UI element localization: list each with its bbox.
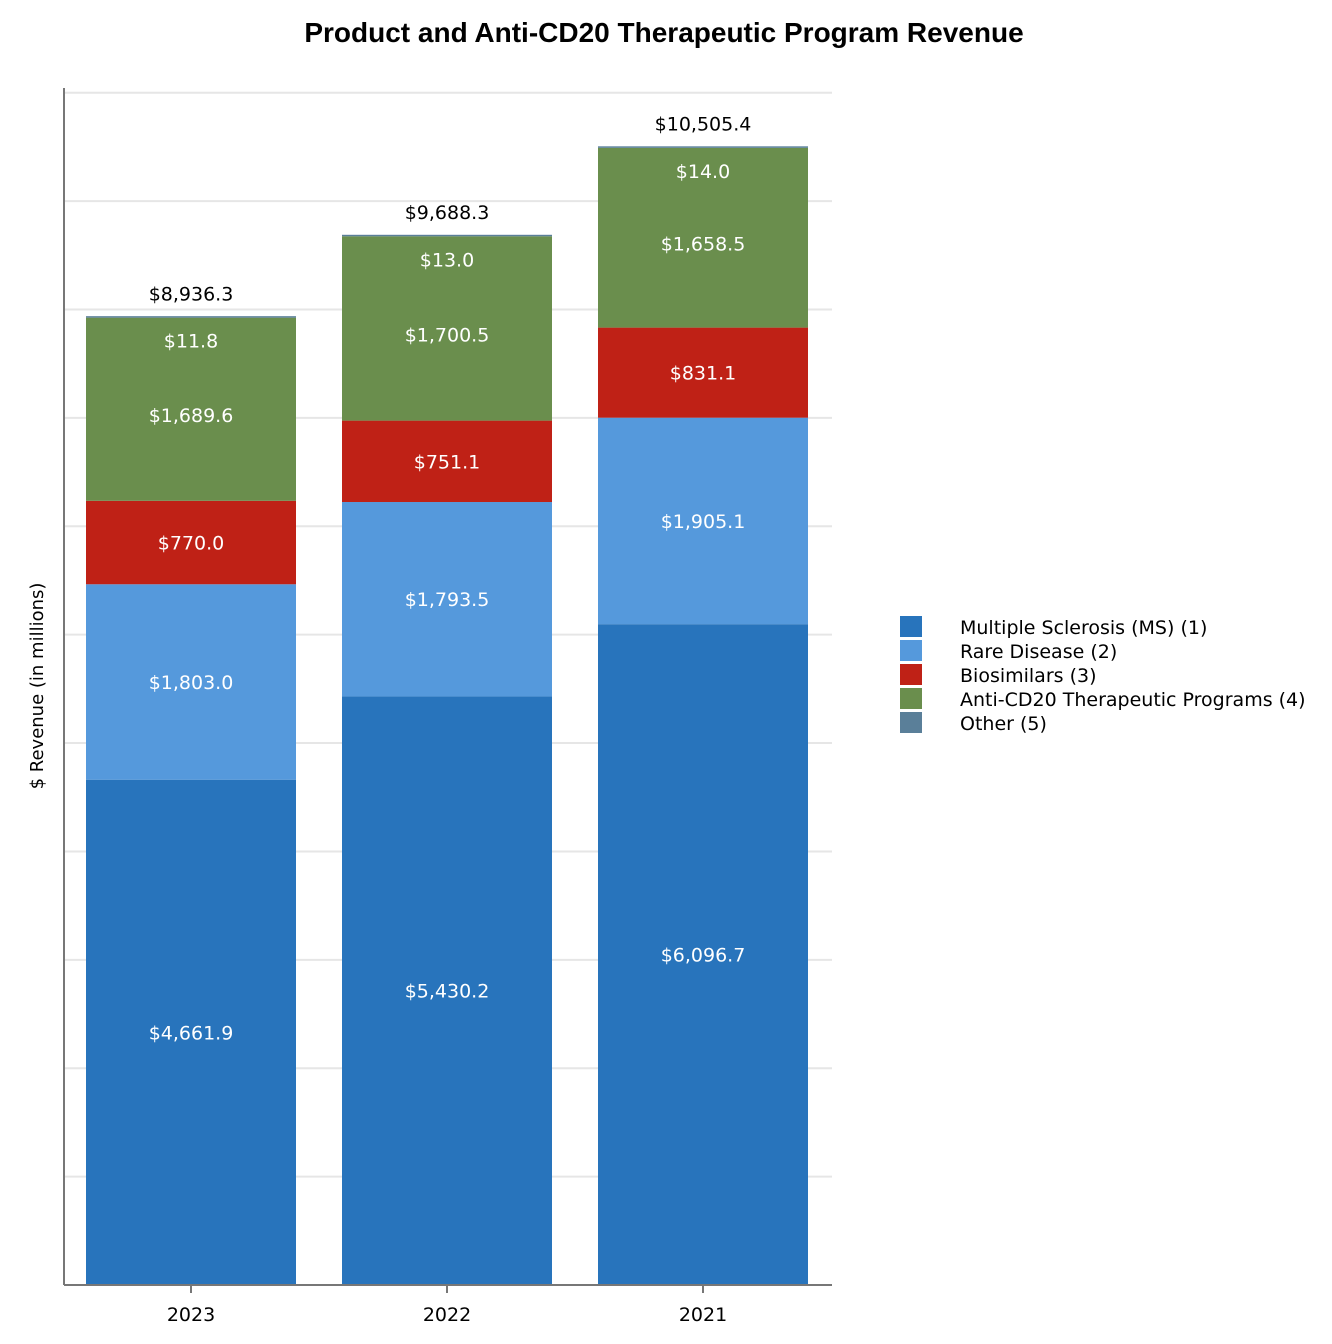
bar-segment <box>598 147 808 328</box>
legend-label: Biosimilars (3) <box>960 665 1097 687</box>
bar-segment-label: $13.0 <box>420 249 474 271</box>
bar-segment <box>86 584 296 780</box>
legend-swatch <box>900 616 922 637</box>
bar-segment <box>342 236 552 421</box>
chart-title: Product and Anti-CD20 Therapeutic Progra… <box>304 17 1023 48</box>
x-ticks: 2023 2022 2021 <box>167 1285 727 1326</box>
bar-stack-2021: $6,096.7 $1,905.1 $831.1 $1,658.5 $14.0 $10,5… <box>598 113 808 1285</box>
bar-segment <box>342 502 552 697</box>
bar-segment <box>86 779 296 1285</box>
x-tick-label: 2021 <box>679 1304 727 1326</box>
legend-label: Rare Disease (2) <box>960 641 1117 663</box>
bar-segment-label: $4,661.9 <box>149 1022 234 1044</box>
legend-item: Anti-CD20 Therapeutic Programs (4) <box>900 688 1306 711</box>
bars: $4,661.9 $1,803.0 $770.0 $1,689.6 $11.8 $8,93… <box>86 113 808 1285</box>
legend-label: Anti-CD20 Therapeutic Programs (4) <box>960 689 1306 711</box>
legend: Multiple Sclerosis (MS) (1)Rare Disease … <box>900 616 1306 735</box>
bar-segment <box>598 417 808 625</box>
bar-segment <box>598 327 808 418</box>
legend-item: Rare Disease (2) <box>900 640 1117 663</box>
bar-segment-label: $831.1 <box>670 363 736 385</box>
legend-swatch <box>900 712 922 733</box>
bar-segment-label: $6,096.7 <box>661 945 746 967</box>
bar-segment <box>598 146 808 148</box>
y-axis-title: $ Revenue (in millions) <box>27 583 48 790</box>
legend-item: Other (5) <box>900 712 1047 735</box>
bar-segment <box>86 316 296 318</box>
bar-total-label: $10,505.4 <box>655 113 752 135</box>
bar-stack-2023: $4,661.9 $1,803.0 $770.0 $1,689.6 $11.8 $8,93… <box>86 283 296 1285</box>
bar-segment <box>86 317 296 501</box>
legend-swatch <box>900 664 922 685</box>
bar-segment <box>342 696 552 1285</box>
x-tick-label: 2023 <box>167 1304 215 1326</box>
legend-swatch <box>900 640 922 661</box>
bar-total-label: $8,936.3 <box>149 283 234 305</box>
bar-segment <box>598 624 808 1285</box>
bar-stack-2022: $5,430.2 $1,793.5 $751.1 $1,700.5 $13.0 $9,68… <box>342 202 552 1285</box>
bar-total-label: $9,688.3 <box>405 202 490 224</box>
bar-segment-label: $1,689.6 <box>149 405 234 427</box>
bar-segment-label: $1,905.1 <box>661 511 746 533</box>
bar-segment-label: $11.8 <box>164 331 218 353</box>
legend-label: Other (5) <box>960 713 1047 735</box>
x-tick-label: 2022 <box>423 1304 471 1326</box>
bar-segment-label: $14.0 <box>676 161 730 183</box>
legend-swatch <box>900 688 922 709</box>
bar-segment-label: $770.0 <box>158 533 224 555</box>
bar-segment-label: $1,700.5 <box>405 324 490 346</box>
bar-segment <box>342 234 552 237</box>
bar-segment-label: $1,803.0 <box>149 672 234 694</box>
bar-segment-label: $1,658.5 <box>661 234 746 256</box>
bar-segment-label: $751.1 <box>414 451 480 473</box>
bar-segment <box>86 500 296 585</box>
legend-item: Biosimilars (3) <box>900 664 1097 687</box>
bar-segment <box>342 420 552 503</box>
legend-item: Multiple Sclerosis (MS) (1) <box>900 616 1207 639</box>
legend-label: Multiple Sclerosis (MS) (1) <box>960 617 1207 639</box>
bar-segment-label: $1,793.5 <box>405 589 490 611</box>
bar-segment-label: $5,430.2 <box>405 981 490 1003</box>
